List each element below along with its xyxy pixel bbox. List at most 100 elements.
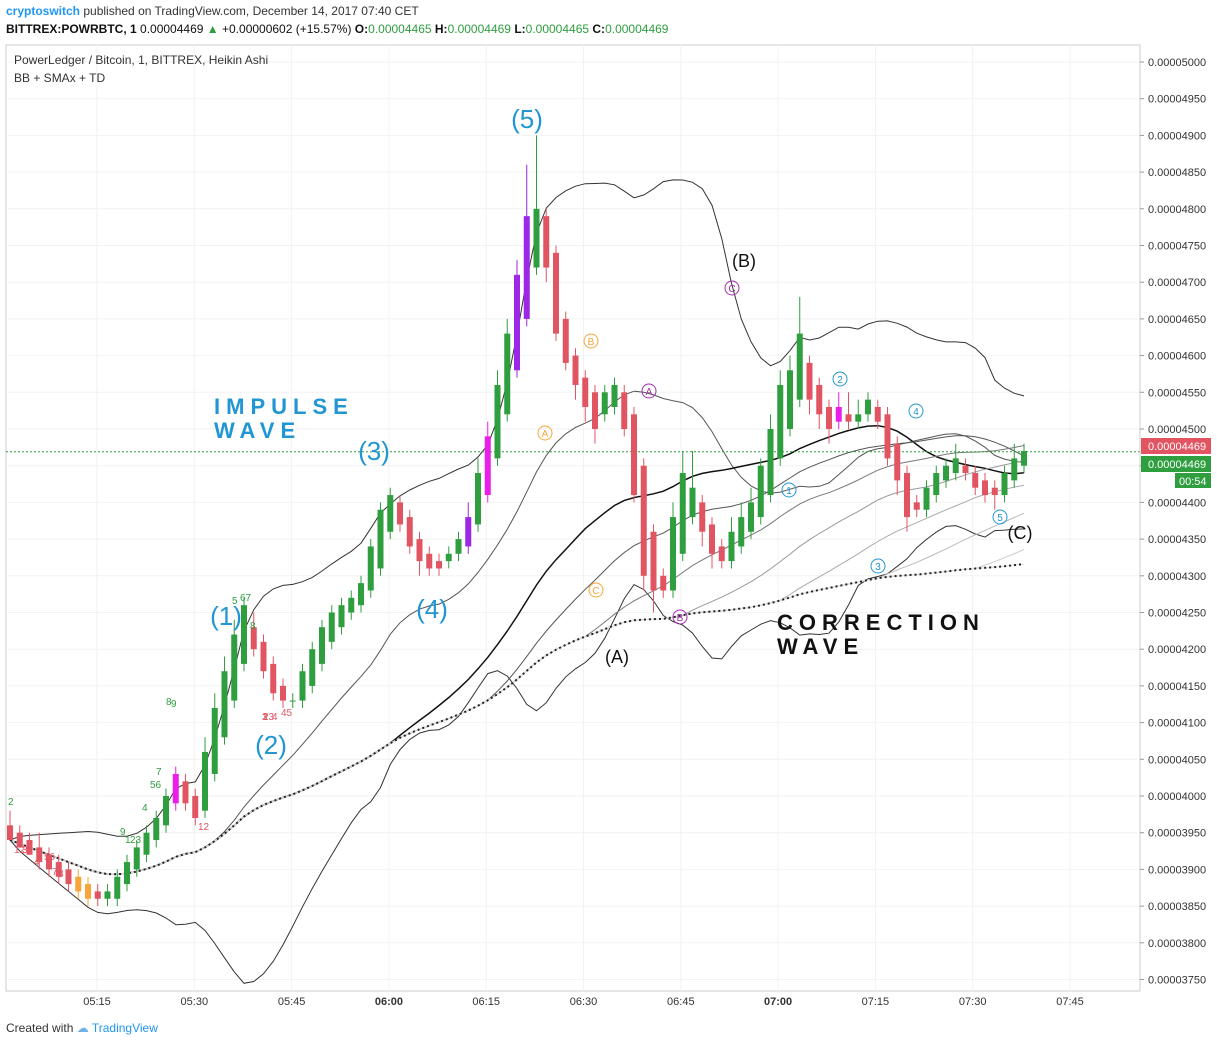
countdown-timer: 00:54 bbox=[1179, 476, 1207, 488]
sub-wave-marker-circle bbox=[724, 280, 740, 296]
sub-wave-marker-circle bbox=[583, 333, 599, 349]
footer: Created with ☁ TradingView bbox=[6, 1021, 158, 1035]
wave-annotation: IMPULSE bbox=[214, 394, 354, 419]
candle-body bbox=[16, 832, 23, 848]
candle-body bbox=[845, 414, 852, 422]
x-tick-label: 06:15 bbox=[472, 996, 500, 1008]
td-count: 12 bbox=[14, 845, 26, 856]
y-tick-label: 0.00004000 bbox=[1148, 791, 1206, 803]
x-tick-label: 07:30 bbox=[959, 996, 987, 1008]
x-tick-label: 07:00 bbox=[764, 996, 792, 1008]
candle-body bbox=[192, 796, 199, 819]
td-count: 23 bbox=[130, 835, 142, 846]
td-count: 5 bbox=[232, 596, 238, 607]
candle-body bbox=[923, 487, 930, 510]
price-tag-current: 0.00004469 bbox=[1148, 441, 1206, 453]
sub-wave-markers: A B C A B C 1 2 3 4 5 bbox=[537, 280, 1008, 625]
candle-body bbox=[319, 627, 325, 664]
y-tick-label: 0.00003850 bbox=[1148, 901, 1206, 913]
y-tick-label: 0.00004200 bbox=[1148, 644, 1206, 656]
candles bbox=[7, 135, 1027, 907]
sub-wave-marker: C bbox=[592, 586, 599, 597]
price-change: +0.00000602 (+15.57%) bbox=[222, 22, 352, 36]
wave-annotation: WAVE bbox=[777, 634, 864, 659]
tradingview-link[interactable]: TradingView bbox=[91, 1021, 158, 1035]
candle-body bbox=[884, 414, 891, 459]
sub-wave-marker: C bbox=[728, 284, 735, 295]
price-axis[interactable]: 0.00005000 0.00004950 0.00004900 0.00004850… bbox=[1140, 57, 1206, 987]
td-count: 7 bbox=[52, 867, 58, 878]
y-tick-label: 0.00004950 bbox=[1148, 94, 1206, 106]
candle-body bbox=[748, 502, 754, 532]
wave-label: (5) bbox=[511, 104, 543, 134]
td-count: 9 bbox=[120, 827, 126, 838]
candle-body bbox=[640, 465, 647, 576]
candle-body bbox=[46, 854, 52, 870]
y-tick-label: 0.00004750 bbox=[1148, 241, 1206, 253]
candle-body bbox=[718, 546, 725, 562]
y-tick-label: 0.00004700 bbox=[1148, 277, 1206, 289]
price-tag-current-bg bbox=[1141, 438, 1211, 454]
candle-body bbox=[943, 465, 949, 481]
candle-body bbox=[465, 517, 472, 547]
sma-ribbon bbox=[9, 424, 1025, 876]
chart-header: cryptoswitch published on TradingView.co… bbox=[0, 0, 1217, 40]
candle-body bbox=[592, 392, 598, 429]
high-label: H: bbox=[434, 22, 448, 36]
candle-body bbox=[952, 458, 959, 474]
created-with-label: Created with bbox=[6, 1021, 74, 1035]
td-count: 3 bbox=[22, 845, 28, 856]
candle-body bbox=[182, 781, 189, 804]
candle-body bbox=[358, 583, 364, 606]
td-count: 12 bbox=[198, 822, 210, 833]
candle-body bbox=[738, 517, 745, 547]
y-tick-label: 0.00004400 bbox=[1148, 497, 1206, 509]
legend-title: PowerLedger / Bitcoin, 1, BITTREX, Heiki… bbox=[14, 53, 268, 67]
candle-body bbox=[894, 443, 901, 481]
x-tick-label: 07:45 bbox=[1056, 996, 1084, 1008]
close-value: 0.00004469 bbox=[605, 22, 669, 36]
candle-body bbox=[631, 414, 637, 496]
sub-wave-marker: 5 bbox=[997, 513, 1003, 524]
candle-body bbox=[426, 553, 433, 569]
candle-body bbox=[650, 531, 657, 591]
candle-body bbox=[94, 891, 101, 899]
candle-body bbox=[338, 605, 345, 628]
plot-area bbox=[5, 44, 1141, 992]
sub-wave-marker: A bbox=[542, 429, 549, 440]
y-tick-label: 0.00005000 bbox=[1148, 57, 1206, 69]
candle-body bbox=[328, 612, 335, 642]
sub-wave-marker: B bbox=[588, 337, 595, 348]
candle-body bbox=[1011, 458, 1018, 481]
sub-wave-marker-circle bbox=[537, 425, 553, 441]
candle-body bbox=[767, 429, 774, 496]
candle-body bbox=[260, 641, 267, 672]
open-label: O: bbox=[354, 22, 369, 36]
candle-body bbox=[153, 818, 160, 841]
candle-body bbox=[163, 796, 169, 826]
candle-body bbox=[962, 465, 969, 474]
td-count: 7 bbox=[156, 767, 162, 778]
candle-body bbox=[133, 847, 140, 870]
td-count: 23 bbox=[263, 712, 275, 723]
candle-body bbox=[270, 663, 277, 694]
wave-label: (1) bbox=[210, 601, 242, 631]
candle-body bbox=[202, 751, 208, 811]
price-tag-current2: 0.00004469 bbox=[1148, 459, 1206, 471]
sub-wave-marker-circle bbox=[588, 582, 604, 598]
candle-body bbox=[85, 884, 91, 899]
candle-body bbox=[221, 671, 228, 738]
author-link[interactable]: cryptoswitch bbox=[6, 4, 81, 18]
sub-wave-marker-circle bbox=[992, 509, 1008, 525]
td-count: 56 bbox=[150, 780, 162, 791]
candle-body bbox=[660, 575, 667, 591]
candle-body bbox=[299, 671, 306, 701]
candle-body bbox=[436, 561, 442, 569]
time-axis[interactable]: 05:15 05:30 05:45 06:00 06:15 06:30 06:45 07:00… bbox=[83, 996, 1084, 1008]
sub-wave-marker-circle bbox=[908, 403, 924, 419]
candle-body bbox=[679, 473, 686, 554]
candle-body bbox=[124, 862, 130, 885]
y-tick-label: 0.00003950 bbox=[1148, 828, 1206, 840]
